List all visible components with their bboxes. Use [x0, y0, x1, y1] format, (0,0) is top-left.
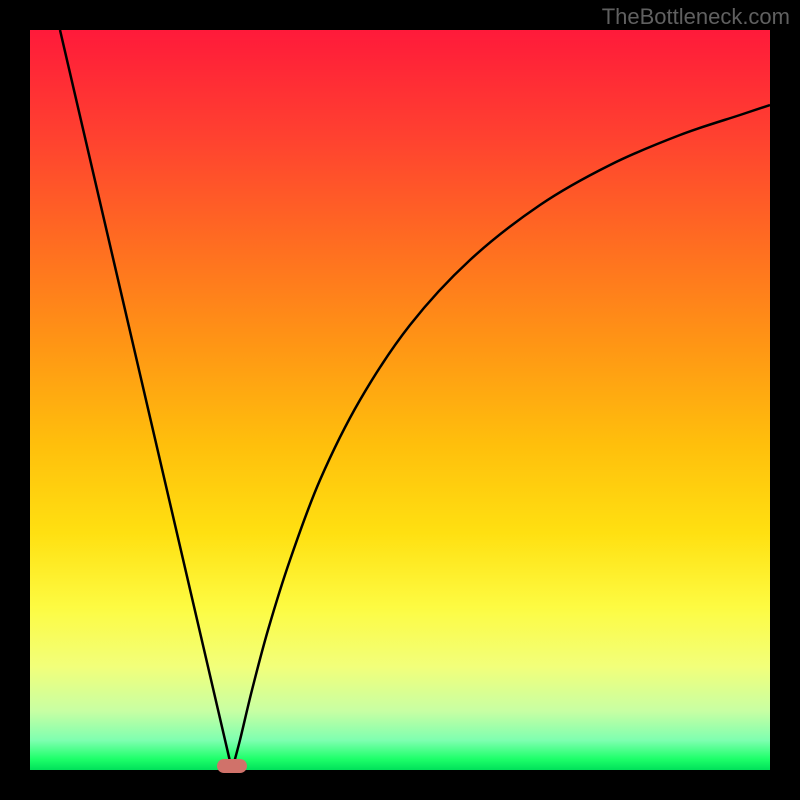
- chart-container: TheBottleneck.com: [0, 0, 800, 800]
- watermark-text: TheBottleneck.com: [602, 4, 790, 30]
- bottleneck-curve: [30, 30, 770, 770]
- plot-area: [30, 30, 770, 770]
- minimum-marker: [217, 759, 247, 773]
